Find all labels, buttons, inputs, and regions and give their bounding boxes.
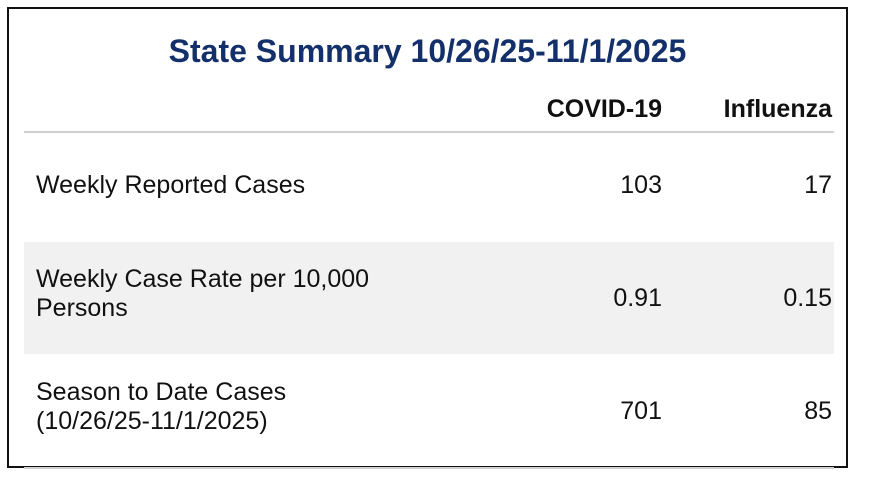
table-row: Weekly Reported Cases 103 17 xyxy=(24,133,834,241)
table-bottom-rule xyxy=(24,467,834,469)
covid-value: 701 xyxy=(620,397,662,425)
table-row: Season to Date Cases (10/26/25-11/1/2025… xyxy=(24,354,834,466)
row-label-line: Persons xyxy=(36,294,128,322)
row-label-line: (10/26/25-11/1/2025) xyxy=(36,407,268,435)
page-title: State Summary 10/26/25-11/1/2025 xyxy=(168,33,687,69)
row-label-line: Weekly Reported Cases xyxy=(36,171,306,199)
column-header-influenza: Influenza xyxy=(723,95,832,123)
row-label: Weekly Case Rate per 10,000 Persons xyxy=(36,265,496,323)
table-row: Weekly Case Rate per 10,000 Persons 0.91… xyxy=(24,242,834,354)
column-header-covid: COVID-19 xyxy=(546,95,662,123)
row-label-line: Weekly Case Rate per 10,000 xyxy=(36,265,370,293)
row-label-line: Season to Date Cases xyxy=(36,378,287,406)
influenza-value: 85 xyxy=(804,397,832,425)
covid-value: 0.91 xyxy=(613,284,662,312)
summary-panel: State Summary 10/26/25-11/1/2025 COVID-1… xyxy=(7,7,848,469)
covid-value: 103 xyxy=(620,171,662,199)
influenza-value: 17 xyxy=(804,171,832,199)
row-label: Weekly Reported Cases xyxy=(36,171,496,200)
influenza-value: 0.15 xyxy=(783,284,832,312)
row-label: Season to Date Cases (10/26/25-11/1/2025… xyxy=(36,378,496,436)
table-header: COVID-19 Influenza xyxy=(24,89,834,133)
